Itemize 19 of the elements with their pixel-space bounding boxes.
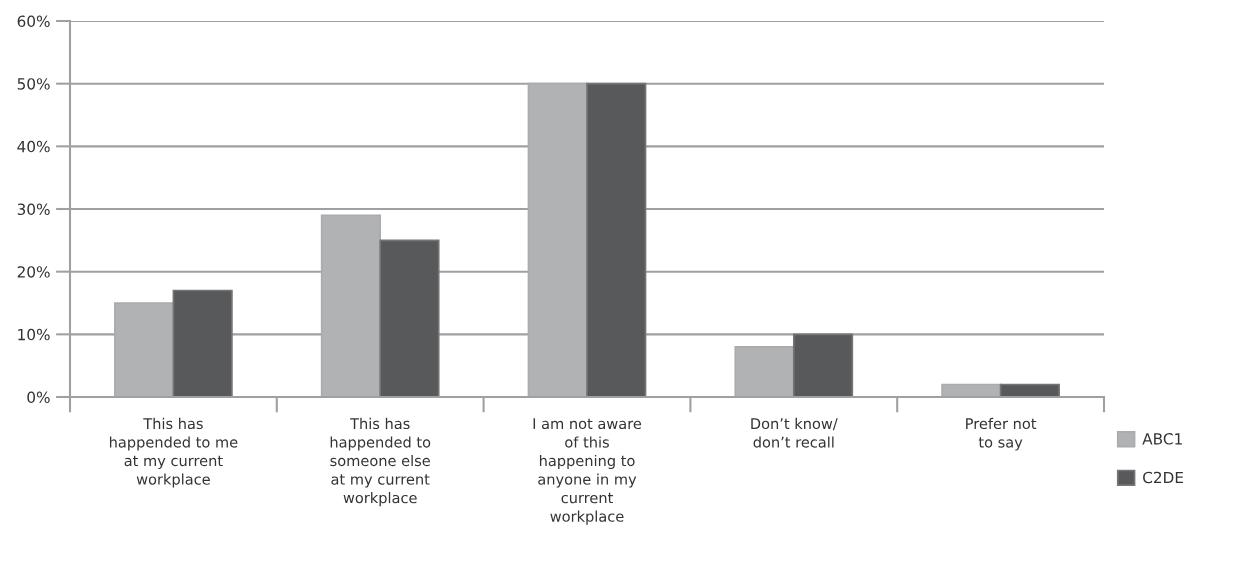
y-tick-label: 40% (17, 140, 50, 153)
x-tick-label: This has happended to me at my current workplace (109, 417, 238, 488)
y-tick-label: 20% (17, 266, 50, 278)
x-tick-label: Don’t know/ don’t recall (751, 417, 838, 448)
x-tick-label: This has happended to someone else at my current workplace (330, 417, 431, 507)
y-tick-label: 10% (18, 328, 50, 341)
x-tick-label: Prefer not to say (966, 417, 1037, 451)
y-tick-label: 0% (27, 391, 50, 404)
bar (172, 289, 233, 397)
bar (586, 82, 647, 397)
bar (999, 383, 1060, 397)
x-tick-label: I am not aware of this happening to anyone in my current workplace (533, 418, 642, 525)
y-tick-label: 60% (17, 15, 50, 28)
bar (379, 239, 440, 397)
y-tick-label: 30% (17, 203, 50, 216)
legend-label: ABC1 (1142, 433, 1182, 445)
bar (792, 333, 854, 397)
legend-label: C2DE (1143, 471, 1184, 484)
y-tick-label: 50% (17, 78, 50, 90)
